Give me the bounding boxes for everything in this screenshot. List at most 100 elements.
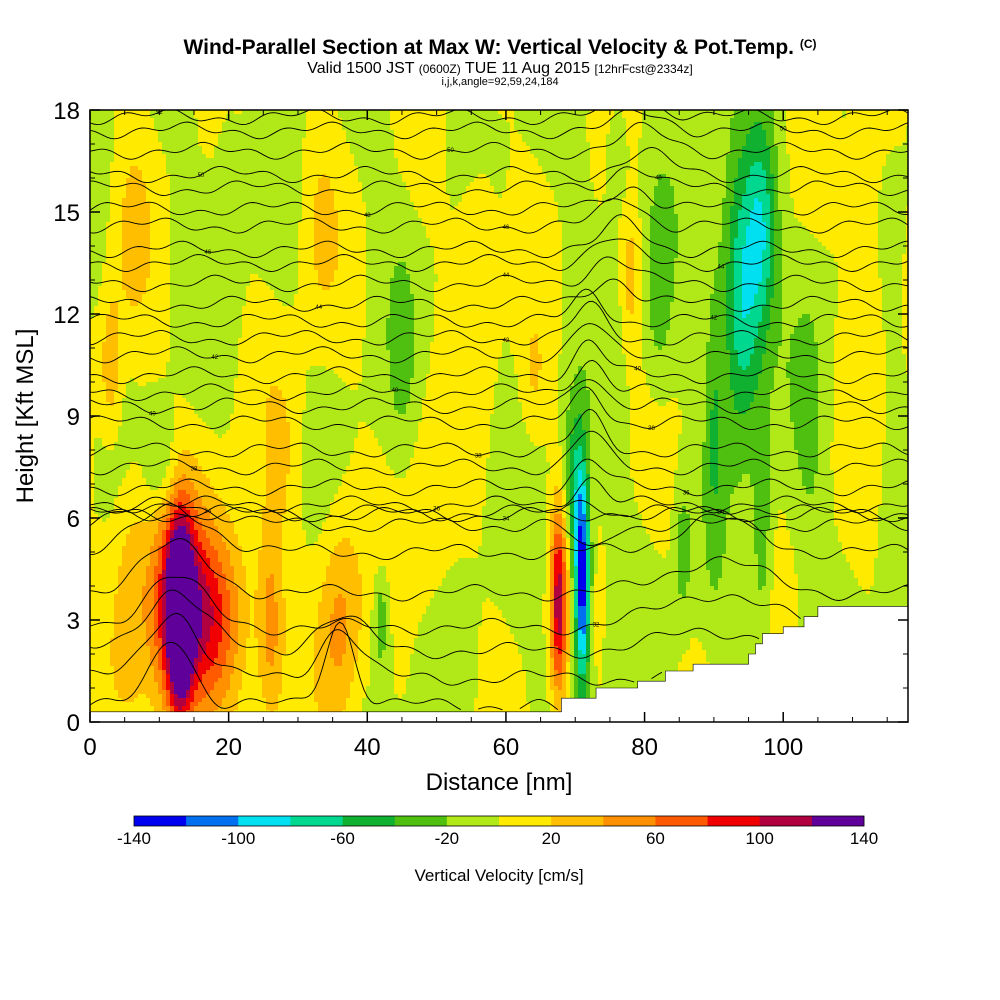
velocity-cell <box>94 126 98 130</box>
velocity-cell <box>206 126 210 130</box>
velocity-cell <box>626 122 630 126</box>
velocity-cell <box>286 118 290 122</box>
velocity-cell <box>546 122 550 126</box>
velocity-cell <box>582 118 586 122</box>
velocity-cell <box>190 126 194 130</box>
velocity-cell <box>362 122 366 126</box>
velocity-cell <box>366 126 370 130</box>
velocity-cell <box>454 118 458 122</box>
velocity-cell <box>326 118 330 122</box>
velocity-cell <box>306 118 310 122</box>
velocity-cell <box>506 126 510 130</box>
velocity-cell <box>758 118 762 122</box>
velocity-cell <box>162 122 166 126</box>
velocity-cell <box>714 118 718 122</box>
velocity-cell <box>242 118 246 122</box>
velocity-cell <box>702 122 706 126</box>
velocity-cell <box>530 114 534 118</box>
velocity-cell <box>726 114 730 118</box>
velocity-cell <box>774 114 778 118</box>
velocity-cell <box>890 118 894 122</box>
velocity-cell <box>314 114 318 118</box>
velocity-cell <box>422 118 426 122</box>
velocity-cell <box>722 118 726 122</box>
velocity-cell <box>902 114 906 118</box>
velocity-cell <box>530 118 534 122</box>
velocity-cell <box>886 114 890 118</box>
velocity-cell <box>162 118 166 122</box>
velocity-cell <box>270 118 274 122</box>
velocity-cell <box>230 114 234 118</box>
velocity-cell <box>326 126 330 130</box>
velocity-cell <box>306 114 310 118</box>
velocity-cell <box>638 118 642 122</box>
velocity-cell <box>854 122 858 126</box>
velocity-cell <box>118 126 122 130</box>
velocity-cell <box>502 122 506 126</box>
velocity-cell <box>306 122 310 126</box>
velocity-cell <box>718 122 722 126</box>
velocity-cell <box>174 126 178 130</box>
velocity-cell <box>438 122 442 126</box>
velocity-cell <box>150 118 154 122</box>
velocity-cell <box>710 122 714 126</box>
velocity-cell <box>846 122 850 126</box>
velocity-cell <box>594 122 598 126</box>
velocity-cell <box>290 122 294 126</box>
velocity-cell <box>178 126 182 130</box>
velocity-cell <box>130 118 134 122</box>
velocity-cell <box>126 118 130 122</box>
velocity-cell <box>418 118 422 122</box>
velocity-cell <box>374 126 378 130</box>
velocity-cell <box>862 118 866 122</box>
velocity-cell <box>110 126 114 130</box>
velocity-cell <box>874 122 878 126</box>
velocity-cell <box>258 122 262 126</box>
velocity-cell <box>130 126 134 130</box>
velocity-cell <box>170 114 174 118</box>
velocity-cell <box>330 126 334 130</box>
velocity-cell <box>594 118 598 122</box>
velocity-cell <box>686 114 690 118</box>
velocity-cell <box>498 122 502 126</box>
velocity-cell <box>522 126 526 130</box>
velocity-cell <box>718 118 722 122</box>
velocity-cell <box>262 126 266 130</box>
velocity-cell <box>890 114 894 118</box>
velocity-cell <box>566 114 570 118</box>
velocity-cell <box>414 118 418 122</box>
velocity-cell <box>254 126 258 130</box>
velocity-cell <box>850 118 854 122</box>
velocity-cell <box>294 122 298 126</box>
velocity-cell <box>166 114 170 118</box>
velocity-cell <box>742 114 746 118</box>
velocity-cell <box>434 118 438 122</box>
velocity-cell <box>182 126 186 130</box>
velocity-cell <box>574 118 578 122</box>
velocity-cell <box>894 118 898 122</box>
velocity-cell <box>466 114 470 118</box>
velocity-cell <box>338 126 342 130</box>
velocity-cell <box>370 114 374 118</box>
velocity-cell <box>258 118 262 122</box>
velocity-cell <box>526 126 530 130</box>
velocity-cell <box>802 122 806 126</box>
velocity-cell <box>122 126 126 130</box>
velocity-cell <box>870 122 874 126</box>
velocity-cell <box>858 118 862 122</box>
velocity-cell <box>650 118 654 122</box>
velocity-cell <box>282 118 286 122</box>
velocity-cell <box>134 122 138 126</box>
velocity-cell <box>654 122 658 126</box>
velocity-cell <box>278 118 282 122</box>
velocity-cell <box>418 122 422 126</box>
velocity-cell <box>898 118 902 122</box>
velocity-cell <box>238 118 242 122</box>
velocity-cell <box>410 126 414 130</box>
velocity-cell <box>614 126 618 130</box>
velocity-cell <box>622 122 626 126</box>
velocity-cell <box>706 114 710 118</box>
velocity-cell <box>526 114 530 118</box>
velocity-cell <box>802 114 806 118</box>
velocity-cell <box>690 122 694 126</box>
